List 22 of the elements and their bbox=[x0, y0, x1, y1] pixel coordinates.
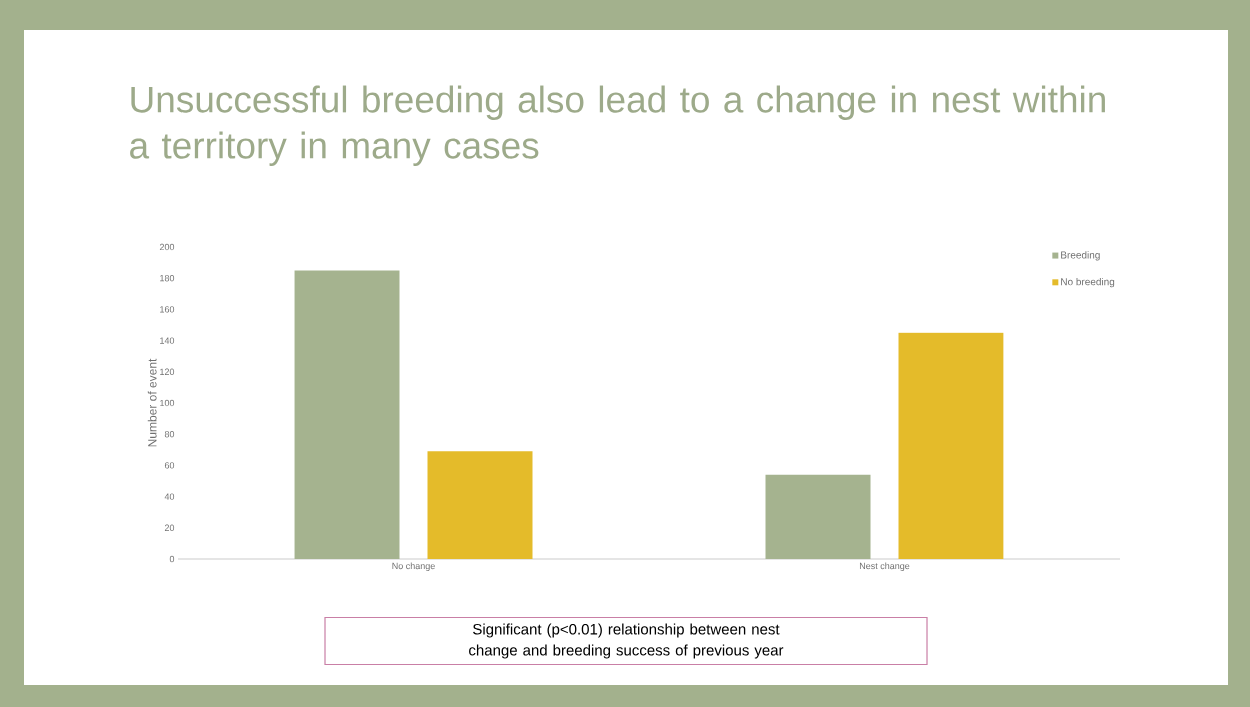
y-tick-label: 0 bbox=[169, 555, 175, 563]
legend-label: Breeding bbox=[1061, 251, 1100, 261]
y-tick-label: 120 bbox=[160, 368, 175, 375]
y-tick-label: 160 bbox=[160, 306, 175, 313]
legend-label: No breeding bbox=[1061, 277, 1115, 288]
chart-title: Unsuccessful breeding also lead to a change in nest within a territory in many cases bbox=[130, 85, 1105, 167]
bar bbox=[294, 270, 400, 559]
y-tick-label: 180 bbox=[160, 275, 175, 282]
bar bbox=[765, 474, 871, 559]
text: Significant (p<0.01) relationship between nest change and breeding success of previous year bbox=[469, 623, 784, 659]
y-tick-label: 100 bbox=[160, 399, 175, 407]
y-tick-label: 80 bbox=[164, 431, 175, 438]
y-tick-label: 40 bbox=[164, 493, 175, 500]
y-tick-label: 140 bbox=[160, 337, 175, 344]
bar bbox=[427, 451, 533, 559]
y-tick-label: 60 bbox=[164, 462, 175, 469]
x-tick-label: No change bbox=[392, 562, 435, 571]
y-axis-title: Number of event bbox=[147, 358, 157, 447]
x-tick-label: Nest change bbox=[859, 562, 910, 571]
bar bbox=[898, 332, 1004, 559]
y-tick-label: 20 bbox=[164, 524, 175, 531]
y-tick-label: 200 bbox=[159, 243, 175, 251]
